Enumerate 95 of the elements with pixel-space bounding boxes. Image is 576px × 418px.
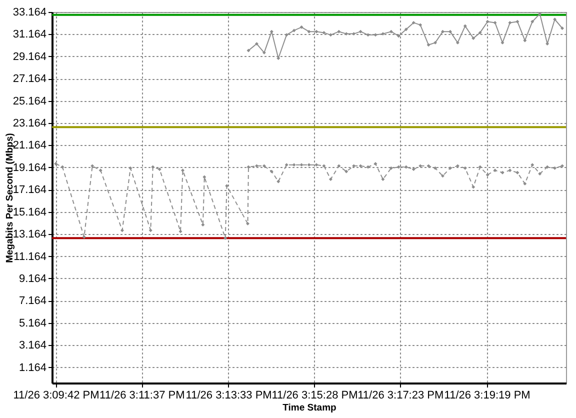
x-tick-label: 11/26 3:15:28 PM <box>272 390 358 402</box>
point <box>344 170 348 174</box>
point <box>472 36 476 40</box>
y-tick-label: 19.164 <box>12 162 46 174</box>
point <box>478 165 482 169</box>
point <box>434 166 437 170</box>
point <box>553 18 557 22</box>
point <box>396 165 400 169</box>
y-tick-label: 5.164 <box>18 317 46 330</box>
point <box>530 20 534 24</box>
point <box>366 33 370 37</box>
point <box>292 28 296 32</box>
point <box>396 34 400 38</box>
point <box>530 163 534 167</box>
point <box>337 164 341 168</box>
point <box>314 163 318 167</box>
point <box>412 20 416 24</box>
point <box>478 30 482 34</box>
point <box>254 42 258 46</box>
point <box>300 163 304 167</box>
point <box>374 162 378 166</box>
x-tick-label: 11/26 3:17:23 PM <box>358 390 444 402</box>
point <box>270 170 274 174</box>
point <box>516 170 520 174</box>
point <box>374 33 378 37</box>
point <box>322 164 326 168</box>
y-tick-label: 29.164 <box>12 50 46 63</box>
x-tick-label: 11/26 3:13:33 PM <box>186 390 272 402</box>
point <box>426 43 430 47</box>
point <box>381 178 385 181</box>
point <box>486 20 490 24</box>
point <box>516 20 520 24</box>
point <box>538 172 542 176</box>
point <box>270 30 274 34</box>
x-tick-label: 11/26 3:09:42 PM <box>13 390 100 402</box>
point <box>493 168 497 172</box>
point <box>441 30 444 34</box>
point <box>307 163 311 167</box>
y-tick-label: 1.164 <box>18 362 46 374</box>
y-tick-label: 15.164 <box>12 206 46 218</box>
point <box>389 166 393 170</box>
point <box>546 42 550 46</box>
point <box>472 185 476 189</box>
point <box>448 30 452 34</box>
point <box>508 168 512 172</box>
point <box>523 182 527 186</box>
point <box>463 166 467 170</box>
y-tick-label: 31.164 <box>12 28 46 41</box>
point <box>358 30 362 34</box>
point <box>448 166 452 170</box>
point <box>441 174 444 178</box>
point <box>456 40 460 44</box>
y-tick-label: 33.164 <box>12 6 46 18</box>
point <box>463 24 467 28</box>
point <box>328 178 332 181</box>
point <box>538 12 542 16</box>
x-tick-label: 11/26 3:11:37 PM <box>100 390 185 402</box>
point <box>560 164 564 168</box>
point <box>284 33 288 37</box>
point <box>344 32 348 36</box>
point <box>276 56 280 60</box>
point <box>314 30 318 34</box>
y-tick-label: 7.164 <box>18 295 46 308</box>
point <box>553 166 557 170</box>
point <box>546 165 550 169</box>
y-tick-label: 11.164 <box>14 250 46 263</box>
y-tick-label: 21.164 <box>12 140 46 152</box>
point <box>404 165 408 169</box>
y-tick-label: 23.164 <box>12 118 46 130</box>
x-tick-label: 11/26 3:19:19 PM <box>444 390 530 402</box>
point <box>493 20 497 24</box>
point <box>412 168 416 171</box>
y-tick-label: 27.164 <box>12 73 46 86</box>
y-tick-label: 25.164 <box>12 95 46 108</box>
y-tick-label: 13.164 <box>12 228 46 241</box>
x-axis-title: Time Stamp <box>282 402 337 414</box>
point <box>262 50 266 54</box>
y-tick-label: 3.164 <box>18 340 46 352</box>
y-tick-label: 9.164 <box>18 272 46 285</box>
point <box>246 48 250 52</box>
point <box>337 30 341 34</box>
point <box>500 170 504 174</box>
point <box>307 30 311 34</box>
point <box>523 38 527 42</box>
point <box>254 164 258 168</box>
point <box>358 164 362 168</box>
y-tick-label: 17.164 <box>12 184 46 196</box>
point <box>276 180 280 184</box>
point <box>352 32 356 36</box>
point <box>560 26 564 30</box>
point <box>246 165 250 169</box>
point <box>426 164 430 168</box>
point <box>224 236 228 240</box>
point <box>300 25 304 29</box>
point <box>434 40 437 44</box>
